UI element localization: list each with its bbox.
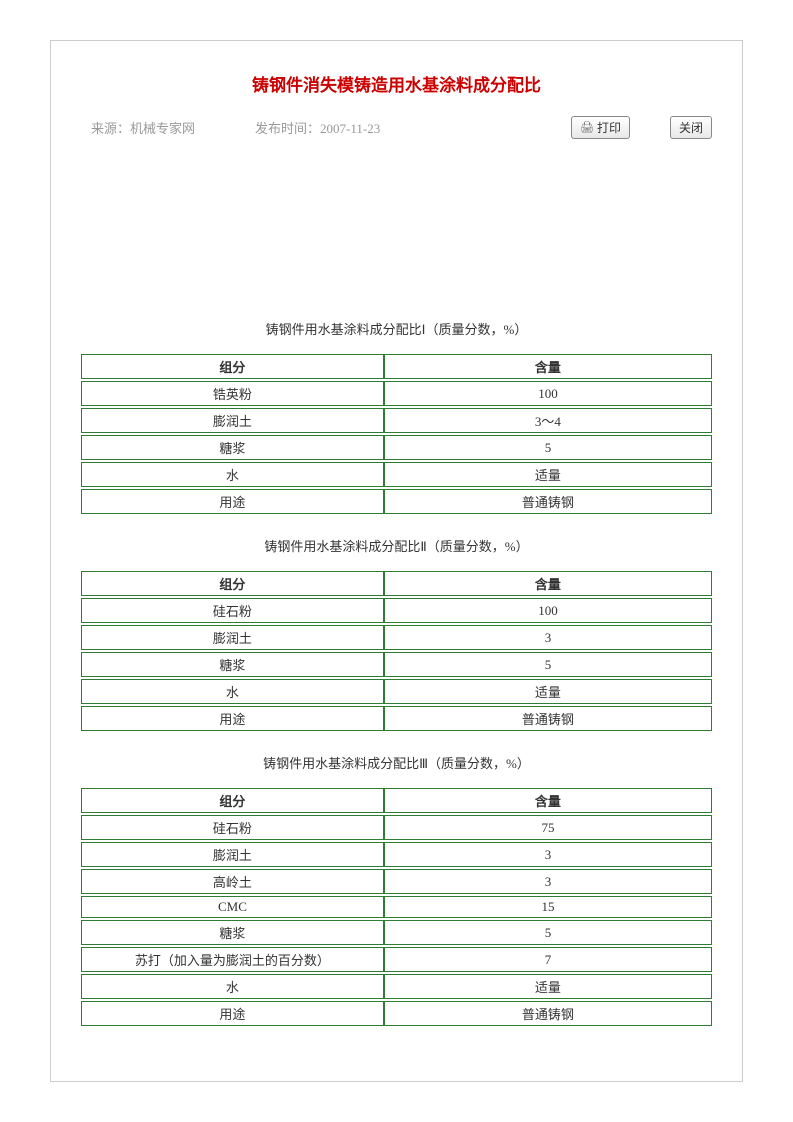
table-cell: 3 xyxy=(384,842,712,867)
meta-row: 来源：机械专家网 发布时间：2007-11-23 🖨 打印 关闭 xyxy=(81,116,712,139)
table-row: 高岭土3 xyxy=(81,869,712,894)
table-cell: 糖浆 xyxy=(81,435,384,460)
table-cell: 75 xyxy=(384,815,712,840)
table-caption: 铸钢件用水基涂料成分配比Ⅱ（质量分数，%） xyxy=(81,536,712,555)
table-header-cell: 含量 xyxy=(384,788,712,813)
table-row: 膨润土3 xyxy=(81,625,712,650)
table-header-cell: 组分 xyxy=(81,571,384,596)
data-table: 组分含量硅石粉100膨润土3糖浆5水适量用途普通铸钢 xyxy=(81,569,712,733)
button-group: 🖨 打印 关闭 xyxy=(571,116,712,139)
close-label: 关闭 xyxy=(679,119,703,136)
table-cell: 适量 xyxy=(384,679,712,704)
table-cell: 用途 xyxy=(81,706,384,731)
table-cell: 100 xyxy=(384,381,712,406)
table-cell: 适量 xyxy=(384,974,712,999)
table-caption: 铸钢件用水基涂料成分配比Ⅰ（质量分数，%） xyxy=(81,319,712,338)
page-title: 铸钢件消失模铸造用水基涂料成分配比 xyxy=(81,71,712,96)
table-caption: 铸钢件用水基涂料成分配比Ⅲ（质量分数，%） xyxy=(81,753,712,772)
table-cell: 15 xyxy=(384,896,712,918)
table-cell: 硅石粉 xyxy=(81,598,384,623)
table-header-cell: 组分 xyxy=(81,788,384,813)
table-row: 糖浆5 xyxy=(81,435,712,460)
table-cell: 膨润土 xyxy=(81,842,384,867)
table-cell: 100 xyxy=(384,598,712,623)
source-value: 机械专家网 xyxy=(130,121,195,136)
table-cell: 适量 xyxy=(384,462,712,487)
table-header-cell: 组分 xyxy=(81,354,384,379)
table-cell: 水 xyxy=(81,974,384,999)
table-header-row: 组分含量 xyxy=(81,788,712,813)
table-row: 用途普通铸钢 xyxy=(81,489,712,514)
print-button[interactable]: 🖨 打印 xyxy=(571,116,630,139)
table-cell: 3 xyxy=(384,869,712,894)
table-cell: CMC xyxy=(81,896,384,918)
table-row: 硅石粉75 xyxy=(81,815,712,840)
source-label: 来源： xyxy=(91,121,130,136)
data-table: 组分含量硅石粉75膨润土3高岭土3CMC15糖浆5苏打（加入量为膨润土的百分数）… xyxy=(81,786,712,1028)
table-row: 水适量 xyxy=(81,974,712,999)
table-cell: 用途 xyxy=(81,1001,384,1026)
print-label: 打印 xyxy=(597,119,621,136)
table-row: 苏打（加入量为膨润土的百分数）7 xyxy=(81,947,712,972)
table-cell: 硅石粉 xyxy=(81,815,384,840)
close-button[interactable]: 关闭 xyxy=(670,116,712,139)
table-cell: 高岭土 xyxy=(81,869,384,894)
table-header-row: 组分含量 xyxy=(81,354,712,379)
print-icon: 🖨 xyxy=(580,121,594,134)
document-container: 铸钢件消失模铸造用水基涂料成分配比 来源：机械专家网 发布时间：2007-11-… xyxy=(50,40,743,1082)
table-row: 糖浆5 xyxy=(81,652,712,677)
table-row: CMC15 xyxy=(81,896,712,918)
table-cell: 用途 xyxy=(81,489,384,514)
data-table: 组分含量锆英粉100膨润土3～4糖浆5水适量用途普通铸钢 xyxy=(81,352,712,516)
table-row: 糖浆5 xyxy=(81,920,712,945)
tables-container: 铸钢件用水基涂料成分配比Ⅰ（质量分数，%）组分含量锆英粉100膨润土3～4糖浆5… xyxy=(81,319,712,1028)
table-cell: 7 xyxy=(384,947,712,972)
table-header-cell: 含量 xyxy=(384,571,712,596)
table-cell: 5 xyxy=(384,920,712,945)
table-cell: 水 xyxy=(81,679,384,704)
table-header-cell: 含量 xyxy=(384,354,712,379)
table-cell: 苏打（加入量为膨润土的百分数） xyxy=(81,947,384,972)
date-label: 发布时间： xyxy=(255,121,320,136)
date-info: 发布时间：2007-11-23 xyxy=(255,118,380,137)
table-cell: 水 xyxy=(81,462,384,487)
table-row: 水适量 xyxy=(81,462,712,487)
table-row: 膨润土3 xyxy=(81,842,712,867)
table-cell: 锆英粉 xyxy=(81,381,384,406)
table-cell: 糖浆 xyxy=(81,652,384,677)
table-row: 膨润土3～4 xyxy=(81,408,712,433)
table-cell: 普通铸钢 xyxy=(384,489,712,514)
table-row: 用途普通铸钢 xyxy=(81,706,712,731)
table-header-row: 组分含量 xyxy=(81,571,712,596)
table-row: 硅石粉100 xyxy=(81,598,712,623)
table-cell: 5 xyxy=(384,435,712,460)
source-info: 来源：机械专家网 xyxy=(91,118,195,137)
table-row: 锆英粉100 xyxy=(81,381,712,406)
table-cell: 膨润土 xyxy=(81,625,384,650)
table-cell: 普通铸钢 xyxy=(384,706,712,731)
table-cell: 糖浆 xyxy=(81,920,384,945)
date-value: 2007-11-23 xyxy=(320,121,380,136)
table-cell: 5 xyxy=(384,652,712,677)
table-cell: 普通铸钢 xyxy=(384,1001,712,1026)
table-cell: 膨润土 xyxy=(81,408,384,433)
table-cell: 3 xyxy=(384,625,712,650)
table-row: 用途普通铸钢 xyxy=(81,1001,712,1026)
table-row: 水适量 xyxy=(81,679,712,704)
table-cell: 3～4 xyxy=(384,408,712,433)
